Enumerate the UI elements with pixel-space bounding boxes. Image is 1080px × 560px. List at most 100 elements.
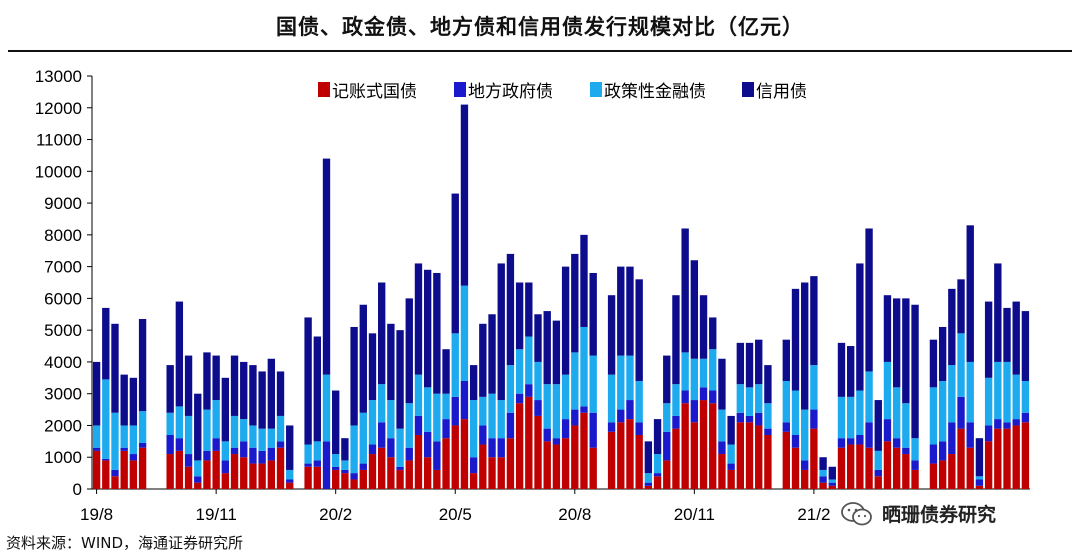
bar-segment-地方政府债 xyxy=(644,482,653,486)
bar-segment-信用债 xyxy=(653,419,662,455)
bar-segment-记账式国债 xyxy=(166,454,174,489)
bar-segment-记账式国债 xyxy=(856,444,864,489)
bar-segment-信用债 xyxy=(368,333,377,401)
bar-segment-信用债 xyxy=(525,282,533,337)
bar-segment-信用债 xyxy=(892,298,901,388)
bar-segment-政策性金融债 xyxy=(129,425,138,455)
bar-segment-信用债 xyxy=(994,263,1002,362)
bar-segment-政策性金融债 xyxy=(782,380,790,423)
bar-segment-地方政府债 xyxy=(552,438,561,445)
bar-segment-地方政府债 xyxy=(322,441,331,489)
bar-segment-政策性金融债 xyxy=(286,469,294,480)
bar-segment-政策性金融债 xyxy=(396,428,404,467)
bar-segment-地方政府债 xyxy=(129,454,138,461)
bar-segment-政策性金融债 xyxy=(525,336,533,385)
bar-segment-记账式国债 xyxy=(460,419,469,489)
bar-segment-政策性金融债 xyxy=(938,380,947,442)
bar-segment-政策性金融债 xyxy=(451,333,459,397)
bar-segment-政策性金融债 xyxy=(791,390,800,435)
bar-segment-地方政府债 xyxy=(515,393,524,404)
bar-segment-地方政府债 xyxy=(801,460,809,470)
bar-segment-记账式国债 xyxy=(801,469,809,489)
bar-segment-政策性金融债 xyxy=(111,412,119,470)
bar-segment-政策性金融债 xyxy=(102,379,110,459)
bar-segment-地方政府债 xyxy=(212,438,220,451)
bar-segment-信用债 xyxy=(911,304,919,439)
bar-segment-记账式国债 xyxy=(525,396,533,489)
bar-segment-记账式国债 xyxy=(607,431,616,489)
bar-segment-记账式国债 xyxy=(617,422,625,489)
bar-segment-政策性金融债 xyxy=(249,425,257,448)
bar-segment-信用债 xyxy=(129,377,138,426)
bar-segment-信用债 xyxy=(469,365,478,401)
bar-segment-信用债 xyxy=(589,272,597,356)
bar-segment-政策性金融债 xyxy=(745,387,754,416)
bar-segment-记账式国债 xyxy=(745,422,754,489)
bar-segment-地方政府债 xyxy=(341,469,349,474)
bar-segment-政策性金融债 xyxy=(1003,361,1011,423)
bar-segment-信用债 xyxy=(341,438,349,461)
bar-segment-信用债 xyxy=(561,266,570,375)
bar-segment-地方政府债 xyxy=(534,400,542,416)
bar-segment-记账式国债 xyxy=(111,476,119,489)
bar-segment-信用债 xyxy=(938,326,947,381)
bar-segment-地方政府债 xyxy=(286,479,294,483)
bar-segment-信用债 xyxy=(957,279,965,334)
bar-segment-政策性金融债 xyxy=(313,441,321,461)
y-tick-label: 9000 xyxy=(44,194,82,213)
bar-segment-记账式国债 xyxy=(194,482,202,489)
x-tick-label: 20/11 xyxy=(674,505,715,524)
bar-segment-记账式国债 xyxy=(442,438,450,489)
bar-segment-地方政府债 xyxy=(433,441,441,470)
bar-segment-政策性金融债 xyxy=(414,374,423,416)
bar-segment-地方政府债 xyxy=(617,409,625,423)
bar-segment-信用债 xyxy=(460,104,469,286)
bar-segment-信用债 xyxy=(736,342,745,385)
bar-segment-信用债 xyxy=(387,323,395,401)
bar-segment-记账式国债 xyxy=(120,450,128,489)
legend-label: 信用债 xyxy=(756,82,807,102)
legend-swatch xyxy=(742,82,754,97)
bar-segment-信用债 xyxy=(396,330,404,429)
bar-segment-地方政府债 xyxy=(313,460,321,467)
y-tick-label: 11000 xyxy=(36,131,82,150)
bar-segment-信用债 xyxy=(249,365,257,426)
bar-segment-信用债 xyxy=(571,253,579,353)
bar-segment-记账式国债 xyxy=(240,457,248,489)
bar-segment-政策性金融债 xyxy=(497,400,505,439)
bar-segment-地方政府债 xyxy=(736,412,745,423)
bar-segment-记账式国债 xyxy=(644,485,653,489)
bar-segment-信用债 xyxy=(847,346,855,397)
bar-segment-记账式国债 xyxy=(221,473,230,489)
bar-segment-政策性金融债 xyxy=(727,444,735,464)
bar-segment-记账式国债 xyxy=(957,428,965,489)
bar-segment-政策性金融债 xyxy=(690,358,699,401)
bar-segment-信用债 xyxy=(543,311,551,385)
bar-segment-信用债 xyxy=(810,276,818,366)
bar-segment-记账式国债 xyxy=(129,460,138,489)
bar-segment-记账式国债 xyxy=(938,460,947,489)
bar-segment-地方政府债 xyxy=(405,447,413,461)
bar-segment-信用债 xyxy=(194,393,202,461)
bar-segment-政策性金融债 xyxy=(230,415,239,448)
bar-segment-记账式国债 xyxy=(332,469,340,489)
y-tick-label: 1000 xyxy=(44,448,82,467)
bar-segment-政策性金融债 xyxy=(552,384,561,439)
bar-segment-记账式国债 xyxy=(1003,428,1011,489)
bar-segment-记账式国债 xyxy=(1012,425,1020,489)
bar-segment-记账式国债 xyxy=(626,419,634,489)
bar-segment-记账式国债 xyxy=(414,434,423,489)
bar-segment-地方政府债 xyxy=(240,441,248,458)
bar-segment-记账式国债 xyxy=(828,485,836,489)
bar-segment-信用债 xyxy=(929,339,938,388)
bar-segment-记账式国债 xyxy=(138,447,147,489)
bar-segment-政策性金融债 xyxy=(617,355,625,410)
bar-segment-地方政府债 xyxy=(1003,422,1011,429)
bar-segment-地方政府债 xyxy=(378,422,386,448)
legend-label: 地方政府债 xyxy=(468,82,553,102)
bar-segment-信用债 xyxy=(286,425,294,470)
bar-segment-记账式国债 xyxy=(580,412,588,489)
x-tick-label: 20/8 xyxy=(558,505,591,524)
bar-segment-记账式国债 xyxy=(791,447,800,489)
